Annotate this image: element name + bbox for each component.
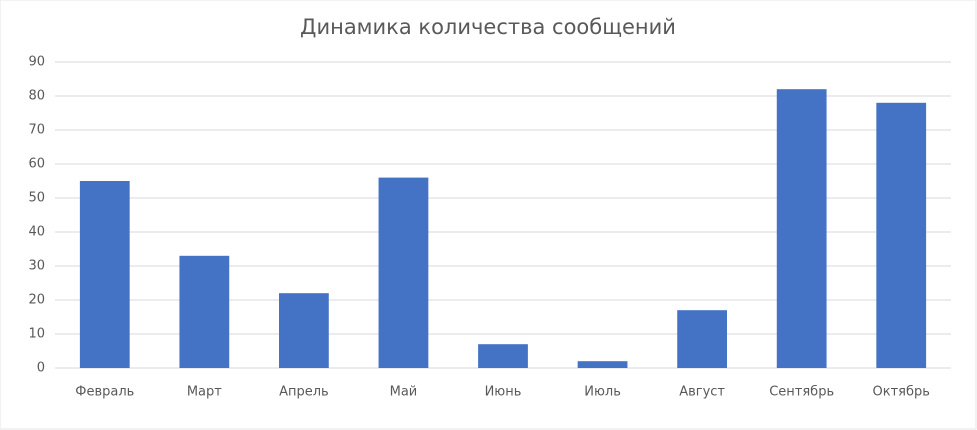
x-tick-label: Март <box>187 385 222 400</box>
bar <box>677 310 727 368</box>
chart-title: Динамика количества сообщений <box>300 15 676 39</box>
y-tick-label: 20 <box>28 293 45 308</box>
x-tick-label: Июль <box>584 385 621 400</box>
y-tick-label: 70 <box>28 123 45 138</box>
y-tick-label: 0 <box>37 361 45 376</box>
y-tick-label: 80 <box>28 89 45 104</box>
y-tick-label: 10 <box>28 327 45 342</box>
y-tick-label: 90 <box>28 55 45 70</box>
bar <box>378 177 429 368</box>
x-tick-label: Февраль <box>75 385 134 400</box>
bar <box>279 293 329 368</box>
x-tick-label: Октябрь <box>873 385 930 400</box>
x-tick-label: Август <box>679 385 725 400</box>
bar <box>179 255 230 368</box>
bar <box>79 181 130 368</box>
x-tick-label: Сентябрь <box>769 385 834 400</box>
x-tick-label: Апрель <box>279 385 329 400</box>
y-tick-label: 60 <box>28 157 45 172</box>
bar <box>876 102 927 369</box>
x-tick-label: Июнь <box>485 385 522 400</box>
bar <box>478 344 528 368</box>
y-tick-label: 40 <box>28 225 45 240</box>
y-tick-label: 30 <box>28 259 45 274</box>
bar <box>776 89 827 368</box>
bar <box>577 361 628 368</box>
x-tick-label: Май <box>390 385 418 400</box>
y-tick-label: 50 <box>28 191 45 206</box>
